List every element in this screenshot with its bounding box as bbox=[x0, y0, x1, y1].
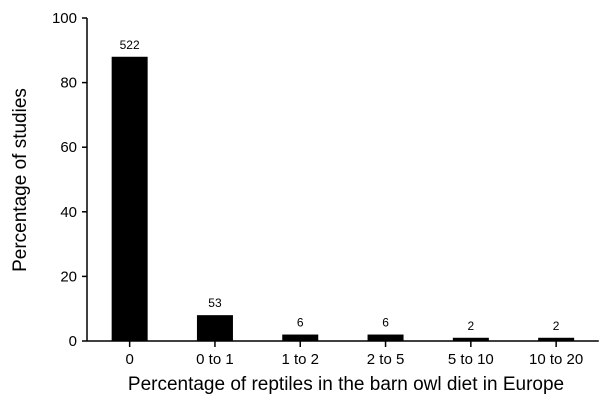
bar bbox=[538, 337, 575, 341]
x-axis-title: Percentage of reptiles in the barn owl d… bbox=[128, 374, 564, 395]
x-axis: 0 0 to 1 1 to 2 2 to 5 5 to 10 10 to 20 bbox=[87, 340, 599, 368]
x-tick-label: 1 to 2 bbox=[281, 351, 319, 368]
bar-data-label: 522 bbox=[120, 38, 140, 52]
y-tick-label: 40 bbox=[60, 204, 77, 221]
bar bbox=[367, 334, 404, 341]
data-labels: 522 53 6 6 2 2 bbox=[120, 38, 560, 333]
x-tick-label: 5 to 10 bbox=[448, 351, 494, 368]
bar-data-label: 6 bbox=[297, 316, 304, 330]
y-tick-label: 80 bbox=[60, 75, 77, 92]
bar bbox=[111, 56, 148, 341]
bar-data-label: 2 bbox=[468, 319, 475, 333]
y-tick-label: 60 bbox=[60, 139, 77, 156]
y-axis-title: Percentage of studies bbox=[10, 88, 31, 272]
bar bbox=[196, 315, 233, 341]
bars bbox=[111, 56, 575, 341]
y-tick-label: 0 bbox=[69, 333, 77, 350]
bar bbox=[282, 334, 319, 341]
x-tick-label: 0 to 1 bbox=[196, 351, 234, 368]
bar-data-label: 53 bbox=[208, 296, 222, 310]
y-tick-label: 100 bbox=[52, 10, 77, 27]
x-tick-label: 2 to 5 bbox=[367, 351, 405, 368]
x-tick-label: 10 to 20 bbox=[529, 351, 583, 368]
bar bbox=[452, 337, 489, 341]
y-axis: 0 20 40 60 80 100 bbox=[52, 10, 88, 350]
y-tick-label: 20 bbox=[60, 268, 77, 285]
x-tick-label: 0 bbox=[125, 351, 133, 368]
bar-data-label: 6 bbox=[382, 316, 389, 330]
bar-data-label: 2 bbox=[553, 319, 560, 333]
